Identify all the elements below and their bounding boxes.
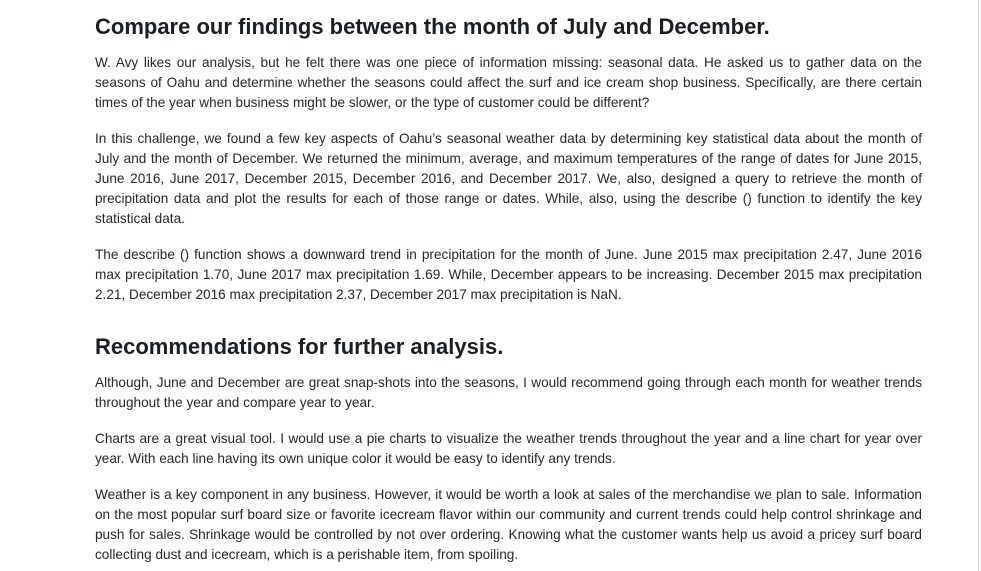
section-heading-recommendations: Recommendations for further analysis. [95, 334, 504, 359]
paragraph-challenge: In this challenge, we found a few key as… [95, 131, 922, 226]
paragraph-recommendation-sales: Weather is a key component in any busine… [95, 487, 922, 562]
paragraph-recommendation-months: Although, June and December are great sn… [95, 375, 922, 410]
page-border [978, 0, 979, 571]
section-heading-findings: Compare our findings between the month o… [95, 14, 770, 39]
paragraph-recommendation-charts: Charts are a great visual tool. I would … [95, 431, 922, 466]
paragraph-intro: W. Avy likes our analysis, but he felt t… [95, 55, 922, 110]
paragraph-describe-results: The describe () function shows a downwar… [95, 247, 922, 302]
